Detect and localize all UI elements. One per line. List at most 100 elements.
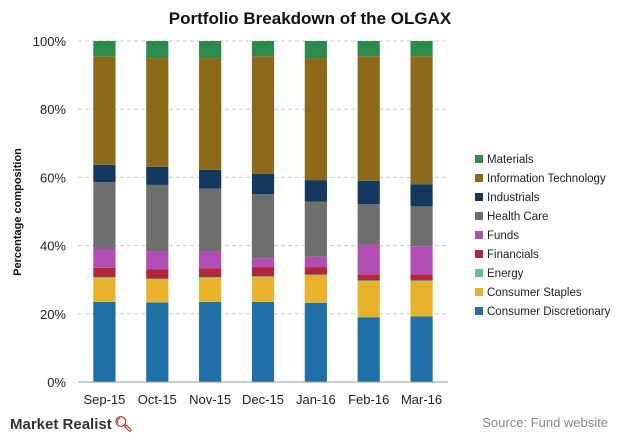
bar-segment-information-technology — [304, 58, 327, 181]
legend: Materials Information Technology Industria… — [475, 154, 611, 318]
chart-title: Portfolio Breakdown of the OLGAX — [169, 9, 452, 28]
x-tick-label: Jan-16 — [296, 392, 336, 407]
bar-segment-materials — [146, 41, 169, 59]
legend-swatch-industrials — [475, 193, 483, 201]
bar-segment-industrials — [357, 180, 380, 204]
bar-segment-funds — [199, 251, 222, 269]
bar-segment-industrials — [251, 173, 275, 195]
bar-segment-funds — [357, 244, 380, 275]
bar-segment-industrials — [146, 166, 169, 185]
bar-segment-information-technology — [251, 56, 275, 174]
bar-segment-materials — [199, 41, 222, 59]
y-tick-label: 20% — [40, 307, 66, 322]
legend-label-financials: Financials — [487, 249, 539, 261]
bar-segment-funds — [304, 256, 327, 268]
legend-label-consumer-discretionary: Consumer Discretionary — [487, 306, 611, 318]
x-tick-label: Sep-15 — [83, 392, 125, 407]
legend-label-information-technology: Information Technology — [487, 173, 606, 185]
bar-segment-financials — [357, 274, 380, 281]
bar-segment-consumer-staples — [304, 275, 327, 303]
bar-segment-consumer-staples — [357, 281, 380, 318]
bar-segment-materials — [251, 41, 275, 57]
legend-swatch-funds — [475, 231, 483, 239]
bar-segment-materials — [357, 41, 380, 57]
bar-segment-energy — [304, 274, 327, 276]
bar-segment-consumer-staples — [146, 279, 169, 303]
legend-swatch-financials — [475, 250, 483, 258]
x-tick-label: Oct-15 — [138, 392, 177, 407]
legend-label-materials: Materials — [487, 154, 534, 166]
bar-segment-consumer-discretionary — [146, 302, 169, 382]
legend-swatch-consumer-discretionary — [475, 307, 483, 315]
bar-segment-consumer-discretionary — [199, 301, 222, 382]
bar-segment-health-care — [357, 203, 380, 245]
y-axis-label: Percentage composition — [12, 148, 24, 276]
bar-segment-industrials — [199, 169, 222, 189]
brand-name: Market Realist — [10, 415, 112, 433]
bar-segment-health-care — [199, 188, 222, 252]
magnifier-icon: 🔍︎ — [113, 416, 133, 433]
bar-segment-industrials — [93, 164, 116, 183]
bar-segment-information-technology — [146, 58, 169, 167]
source-note: Source: Fund website — [482, 415, 608, 430]
x-tick-label: Nov-15 — [189, 392, 231, 407]
bar-segment-energy — [251, 276, 275, 278]
bar-segment-funds — [251, 258, 275, 268]
legend-label-consumer-staples: Consumer Staples — [487, 287, 582, 299]
legend-swatch-information-technology — [475, 174, 483, 182]
bar-segment-energy — [93, 276, 116, 278]
x-axis-ticks: Sep-15 Oct-15 Nov-15 Dec-15 Jan-16 Feb-16 Mar-… — [83, 392, 442, 407]
legend-swatch-health-care — [475, 212, 483, 220]
bar-segment-information-technology — [93, 56, 116, 165]
legend-swatch-energy — [475, 269, 483, 277]
legend-label-funds: Funds — [487, 230, 519, 242]
legend-label-health-care: Health Care — [487, 211, 548, 223]
legend-swatch-consumer-staples — [475, 288, 483, 296]
bar-segment-financials — [93, 267, 116, 277]
bar-segment-health-care — [146, 184, 169, 252]
legend-label-industrials: Industrials — [487, 192, 540, 204]
x-tick-label: Dec-15 — [242, 392, 284, 407]
bar-segment-financials — [251, 267, 275, 277]
y-tick-label: 0% — [47, 375, 66, 390]
bar-segment-consumer-discretionary — [93, 301, 116, 382]
bar-segment-consumer-discretionary — [357, 317, 380, 382]
bar-segment-health-care — [304, 201, 327, 257]
bar-segment-industrials — [410, 184, 433, 207]
bars — [93, 41, 433, 382]
bar-segment-information-technology — [410, 56, 433, 185]
bar-segment-materials — [93, 41, 116, 57]
bar-segment-materials — [410, 41, 433, 57]
y-tick-label: 60% — [40, 170, 66, 185]
bar-segment-information-technology — [199, 58, 222, 170]
bar-segment-health-care — [93, 182, 116, 250]
bar-segment-funds — [93, 249, 116, 268]
y-tick-label: 100% — [33, 34, 67, 49]
bar-segment-consumer-staples — [251, 277, 275, 302]
bar-segment-financials — [410, 274, 433, 281]
bar-segment-financials — [199, 268, 222, 277]
bar-segment-consumer-discretionary — [304, 302, 327, 382]
bar-segment-health-care — [410, 206, 433, 247]
stacked-bar-chart: Portfolio Breakdown of the OLGAX Percent… — [12, 9, 611, 407]
bar-segment-industrials — [304, 180, 327, 202]
bar-segment-funds — [146, 251, 169, 270]
x-tick-label: Feb-16 — [348, 392, 389, 407]
bar-segment-energy — [146, 278, 169, 280]
bar-segment-consumer-discretionary — [251, 301, 275, 382]
bar-segment-information-technology — [357, 56, 380, 181]
bar-segment-materials — [304, 41, 327, 59]
legend-swatch-materials — [475, 155, 483, 163]
bar-segment-energy — [199, 276, 222, 278]
bar-segment-consumer-staples — [199, 277, 222, 302]
legend-label-energy: Energy — [487, 268, 524, 280]
brand-logo: Market Realist 🔍︎ — [10, 415, 133, 434]
bar-segment-health-care — [251, 194, 275, 259]
bar-segment-energy — [410, 280, 433, 282]
x-tick-label: Mar-16 — [401, 392, 442, 407]
y-axis-ticks: 0% 20% 40% 60% 80% 100% — [33, 34, 67, 390]
y-tick-label: 80% — [40, 102, 66, 117]
bar-segment-consumer-discretionary — [410, 316, 433, 382]
bar-segment-consumer-staples — [410, 281, 433, 317]
bar-segment-consumer-staples — [93, 277, 116, 302]
